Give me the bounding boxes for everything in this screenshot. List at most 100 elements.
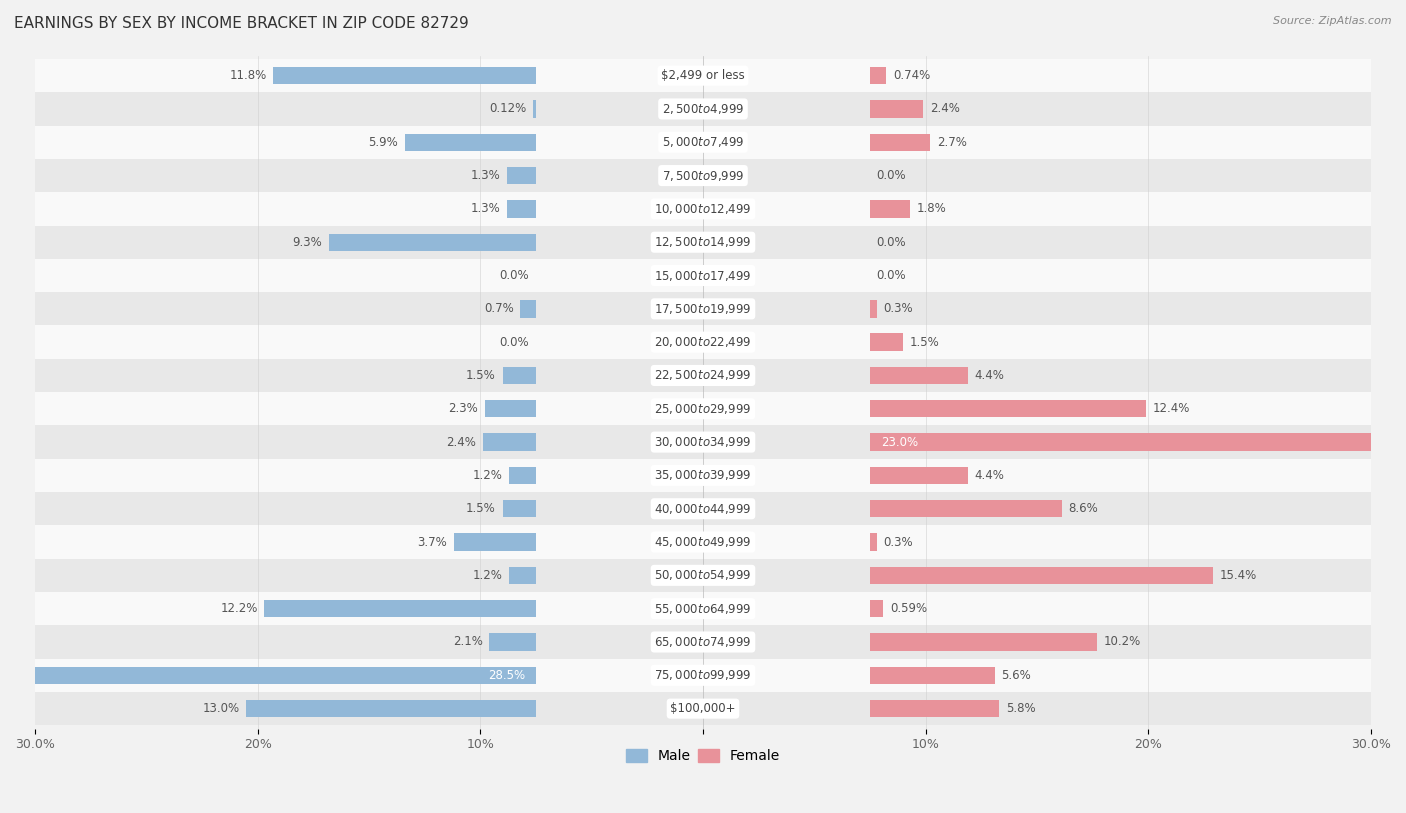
Bar [35, 93, 1371, 126]
Bar [35, 659, 1371, 692]
Bar [870, 600, 883, 617]
Text: 2.1%: 2.1% [453, 636, 482, 649]
Bar [870, 300, 877, 318]
Bar [485, 400, 536, 417]
Text: 4.4%: 4.4% [974, 469, 1004, 482]
Text: 0.7%: 0.7% [484, 302, 513, 315]
Bar [508, 200, 536, 218]
Bar [35, 325, 1371, 359]
Text: 28.5%: 28.5% [488, 669, 524, 682]
Bar [870, 100, 924, 118]
Text: $100,000+: $100,000+ [671, 702, 735, 715]
Text: $17,500 to $19,999: $17,500 to $19,999 [654, 302, 752, 315]
Text: 1.2%: 1.2% [472, 569, 502, 582]
Bar [870, 500, 1062, 517]
Text: $2,500 to $4,999: $2,500 to $4,999 [662, 102, 744, 116]
Bar [508, 167, 536, 185]
Text: 11.8%: 11.8% [229, 69, 267, 82]
Bar [246, 700, 536, 717]
Text: $45,000 to $49,999: $45,000 to $49,999 [654, 535, 752, 549]
Text: 1.5%: 1.5% [910, 336, 939, 349]
Text: $15,000 to $17,499: $15,000 to $17,499 [654, 268, 752, 283]
Bar [35, 559, 1371, 592]
Text: 10.2%: 10.2% [1104, 636, 1142, 649]
Text: $75,000 to $99,999: $75,000 to $99,999 [654, 668, 752, 682]
Bar [870, 67, 887, 85]
Text: 0.0%: 0.0% [499, 336, 529, 349]
Text: EARNINGS BY SEX BY INCOME BRACKET IN ZIP CODE 82729: EARNINGS BY SEX BY INCOME BRACKET IN ZIP… [14, 16, 468, 31]
Text: $12,500 to $14,999: $12,500 to $14,999 [654, 235, 752, 250]
Bar [870, 400, 1146, 417]
Bar [35, 692, 1371, 725]
Bar [870, 700, 1000, 717]
Bar [870, 133, 931, 151]
Bar [264, 600, 536, 617]
Text: 8.6%: 8.6% [1069, 502, 1098, 515]
Text: 2.3%: 2.3% [449, 402, 478, 415]
Bar [870, 533, 877, 550]
Bar [870, 667, 994, 684]
Bar [533, 100, 536, 118]
Bar [35, 59, 1371, 93]
Text: 9.3%: 9.3% [292, 236, 322, 249]
Text: $65,000 to $74,999: $65,000 to $74,999 [654, 635, 752, 649]
Bar [35, 592, 1371, 625]
Text: 13.0%: 13.0% [202, 702, 240, 715]
Bar [0, 667, 536, 684]
Bar [35, 492, 1371, 525]
Bar [870, 633, 1097, 650]
Text: 0.0%: 0.0% [877, 169, 907, 182]
Bar [870, 567, 1213, 584]
Text: $35,000 to $39,999: $35,000 to $39,999 [654, 468, 752, 482]
Text: 2.7%: 2.7% [936, 136, 967, 149]
Text: $10,000 to $12,499: $10,000 to $12,499 [654, 202, 752, 216]
Text: 0.12%: 0.12% [489, 102, 527, 115]
Legend: Male, Female: Male, Female [620, 744, 786, 769]
Bar [329, 233, 536, 251]
Text: 5.6%: 5.6% [1001, 669, 1031, 682]
Bar [35, 525, 1371, 559]
Text: 0.59%: 0.59% [890, 602, 927, 615]
Text: 0.0%: 0.0% [499, 269, 529, 282]
Text: 5.8%: 5.8% [1005, 702, 1035, 715]
Bar [35, 225, 1371, 259]
Bar [502, 367, 536, 384]
Text: $7,500 to $9,999: $7,500 to $9,999 [662, 168, 744, 183]
Bar [35, 459, 1371, 492]
Bar [870, 433, 1382, 450]
Text: 1.3%: 1.3% [471, 202, 501, 215]
Bar [35, 259, 1371, 292]
Bar [482, 433, 536, 450]
Text: $50,000 to $54,999: $50,000 to $54,999 [654, 568, 752, 582]
Text: $55,000 to $64,999: $55,000 to $64,999 [654, 602, 752, 615]
Bar [870, 367, 967, 384]
Text: 2.4%: 2.4% [931, 102, 960, 115]
Text: 0.0%: 0.0% [877, 269, 907, 282]
Text: 3.7%: 3.7% [418, 536, 447, 549]
Bar [870, 333, 904, 351]
Text: 4.4%: 4.4% [974, 369, 1004, 382]
Text: 12.2%: 12.2% [221, 602, 257, 615]
Text: 0.3%: 0.3% [883, 536, 912, 549]
Text: 0.74%: 0.74% [893, 69, 931, 82]
Text: 1.2%: 1.2% [472, 469, 502, 482]
Text: 5.9%: 5.9% [368, 136, 398, 149]
Text: Source: ZipAtlas.com: Source: ZipAtlas.com [1274, 16, 1392, 26]
Bar [35, 126, 1371, 159]
Bar [35, 192, 1371, 225]
Bar [35, 359, 1371, 392]
Bar [273, 67, 536, 85]
Bar [35, 625, 1371, 659]
Text: $25,000 to $29,999: $25,000 to $29,999 [654, 402, 752, 415]
Bar [35, 425, 1371, 459]
Text: $20,000 to $22,499: $20,000 to $22,499 [654, 335, 752, 349]
Text: $40,000 to $44,999: $40,000 to $44,999 [654, 502, 752, 515]
Bar [870, 200, 910, 218]
Text: 15.4%: 15.4% [1219, 569, 1257, 582]
Bar [509, 467, 536, 484]
Bar [35, 292, 1371, 325]
Text: 2.4%: 2.4% [446, 436, 475, 449]
Text: 12.4%: 12.4% [1153, 402, 1191, 415]
Text: $30,000 to $34,999: $30,000 to $34,999 [654, 435, 752, 449]
Bar [502, 500, 536, 517]
